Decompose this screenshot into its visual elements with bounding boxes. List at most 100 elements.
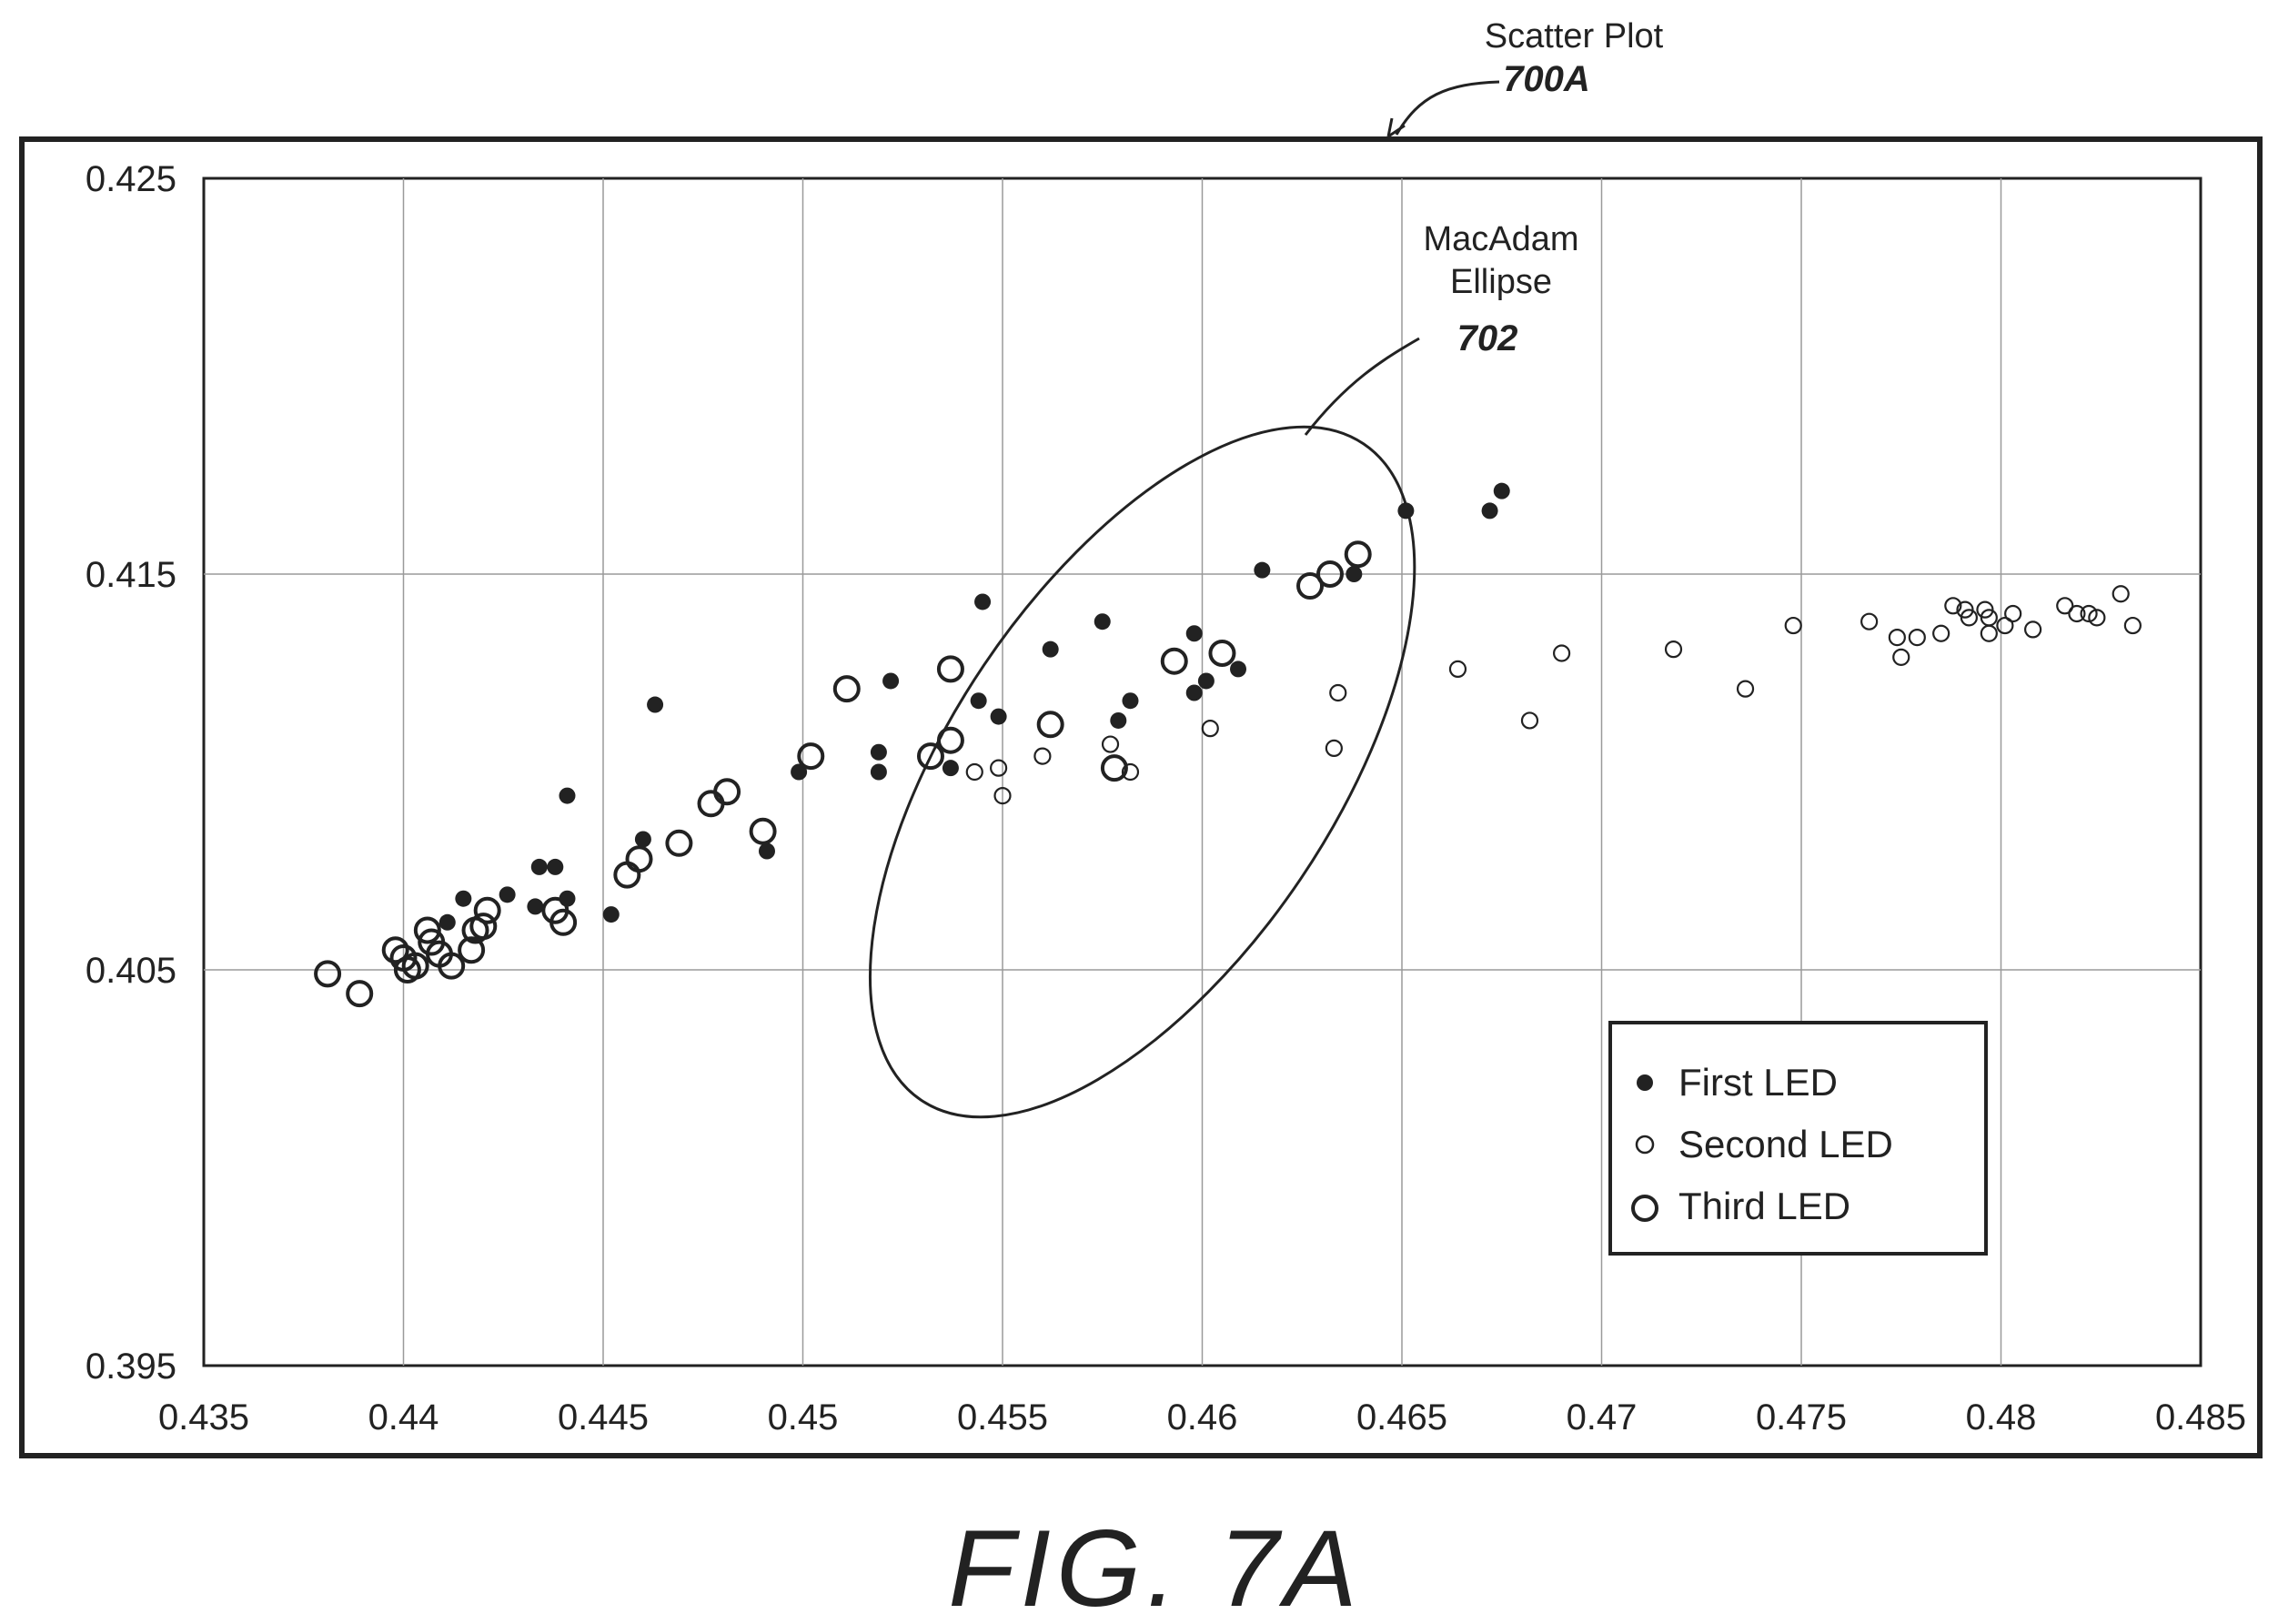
first-led-point	[1197, 672, 1215, 690]
x-tick-label: 0.455	[957, 1397, 1048, 1437]
third-led-point	[1296, 572, 1325, 600]
first-led-point	[791, 763, 808, 781]
third-led-point	[413, 916, 441, 944]
first-led-point	[634, 831, 651, 848]
third-led-point	[469, 913, 498, 941]
third-led-point	[749, 817, 777, 845]
second-led-point	[1101, 735, 1120, 753]
ellipse-label-line2: Ellipse	[1450, 263, 1552, 301]
ellipse-label-line1: MacAdam	[1423, 220, 1578, 258]
second-led-point	[1552, 644, 1571, 662]
second-led-point	[2088, 609, 2106, 627]
second-led-point	[2123, 616, 2142, 635]
first-led-point	[870, 763, 887, 781]
third-led-point	[438, 952, 466, 980]
x-tick-label: 0.48	[1966, 1397, 2037, 1437]
second-led-point	[1932, 624, 1950, 642]
first-led-point	[1094, 613, 1111, 630]
first-led-point	[1481, 502, 1498, 519]
first-led-point	[1254, 561, 1271, 579]
x-tick-label: 0.46	[1167, 1397, 1238, 1437]
first-led-point	[1185, 625, 1203, 642]
third-led-point	[613, 861, 641, 889]
ellipse-leader-line	[1304, 337, 1420, 436]
third-led-point	[936, 726, 964, 754]
second-led-point	[1736, 680, 1755, 698]
first-led-point	[455, 890, 472, 907]
y-axis-ticks: 0.395 0.405 0.415 0.425	[86, 159, 176, 1387]
first-led-point	[499, 886, 516, 903]
legend-second-led-marker	[1635, 1135, 1655, 1155]
first-led-point	[974, 593, 992, 610]
x-tick-label: 0.475	[1756, 1397, 1847, 1437]
first-led-point	[1397, 502, 1415, 519]
second-led-point	[1944, 597, 1962, 615]
legend-box	[1608, 1021, 1988, 1256]
first-led-point	[527, 898, 544, 915]
first-led-point	[1185, 684, 1203, 701]
third-led-point	[549, 908, 578, 936]
second-led-point	[990, 759, 1008, 777]
first-led-point	[1110, 711, 1127, 729]
second-led-point	[2056, 597, 2074, 615]
x-tick-label: 0.44	[368, 1397, 439, 1437]
data-points	[314, 482, 2142, 1008]
x-tick-label: 0.435	[158, 1397, 249, 1437]
first-led-point	[547, 858, 564, 875]
third-led-point	[346, 980, 374, 1008]
first-led-point	[1122, 692, 1139, 710]
x-axis-ticks: 0.435 0.44 0.445 0.45 0.455 0.46 0.465 0.47 0.47…	[158, 1397, 2246, 1437]
first-led-point	[990, 708, 1007, 725]
first-led-point	[1493, 482, 1510, 499]
third-led-point	[625, 845, 653, 873]
legend-first-led-label: First LED	[1678, 1061, 1838, 1104]
second-led-point	[965, 762, 983, 782]
second-led-point	[2004, 604, 2022, 623]
y-tick-label: 0.395	[86, 1347, 176, 1387]
x-tick-label: 0.47	[1567, 1397, 1638, 1437]
first-led-point	[870, 743, 887, 761]
ellipse-ref-number: 702	[1457, 318, 1518, 358]
third-led-point	[1315, 560, 1344, 588]
second-led-point	[2080, 604, 2098, 623]
second-led-point	[1980, 624, 1998, 642]
first-led-point	[1230, 661, 1247, 678]
second-led-point	[2068, 604, 2086, 623]
second-led-point	[1860, 612, 1879, 630]
third-led-point	[1344, 540, 1372, 569]
third-led-point	[832, 675, 861, 703]
second-led-point	[1956, 600, 1974, 619]
first-led-point	[970, 692, 987, 710]
x-tick-label: 0.445	[558, 1397, 649, 1437]
outer-frame	[19, 136, 2263, 1458]
second-led-point	[1960, 609, 1978, 627]
legend-second-led-label: Second LED	[1678, 1123, 1893, 1165]
third-led-point	[936, 655, 964, 683]
second-led-point	[1908, 628, 1926, 647]
second-led-point	[1201, 720, 1219, 738]
second-led-point	[1448, 660, 1467, 679]
first-led-point	[530, 858, 548, 875]
first-led-point	[1346, 566, 1363, 582]
third-led-point	[713, 778, 741, 806]
second-led-point	[2112, 585, 2130, 603]
second-led-point	[1892, 648, 1910, 666]
second-led-point	[1325, 739, 1343, 758]
third-led-point	[1160, 647, 1188, 675]
first-led-point	[647, 696, 664, 713]
first-led-point	[559, 787, 576, 804]
second-led-point	[1121, 762, 1140, 782]
title-leader-arrow	[1395, 80, 1500, 136]
first-led-point	[602, 906, 620, 923]
third-led-point	[665, 829, 693, 857]
x-tick-label: 0.465	[1356, 1397, 1447, 1437]
second-led-point	[1033, 747, 1052, 765]
third-led-point	[797, 742, 825, 771]
legend-first-led-marker	[1637, 1074, 1653, 1091]
macadam-ellipse-layer	[869, 425, 1416, 1119]
third-led-point	[697, 790, 725, 818]
y-tick-label: 0.405	[86, 951, 176, 991]
third-led-point	[1208, 640, 1236, 667]
legend-third-led-label: Third LED	[1678, 1185, 1850, 1227]
first-led-point	[758, 842, 775, 860]
